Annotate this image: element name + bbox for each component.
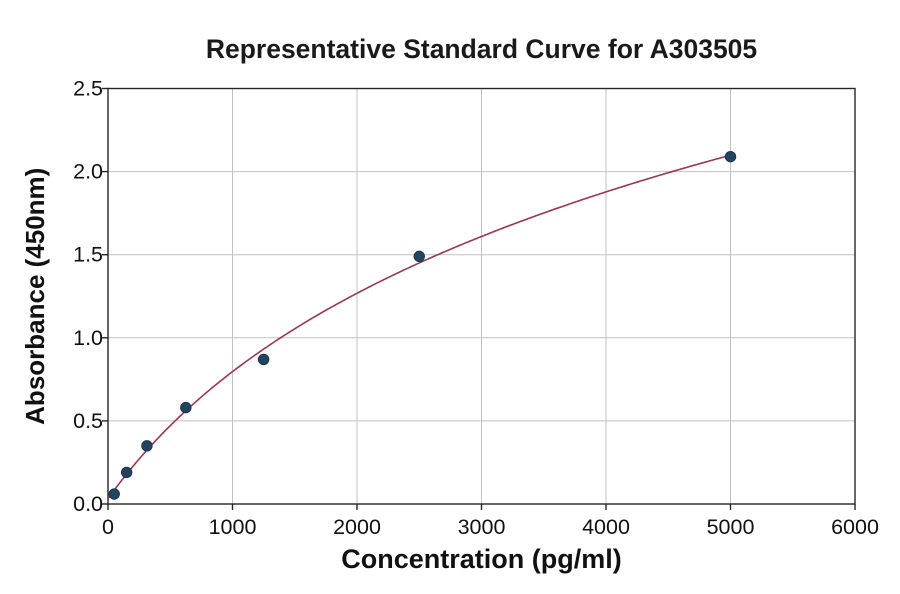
svg-text:1.5: 1.5 (73, 243, 103, 267)
svg-text:5000: 5000 (707, 515, 755, 539)
svg-text:0.5: 0.5 (73, 409, 103, 433)
svg-text:1.0: 1.0 (73, 326, 103, 350)
svg-text:2000: 2000 (333, 515, 381, 539)
svg-text:Absorbance (450nm): Absorbance (450nm) (20, 168, 50, 425)
svg-text:4000: 4000 (582, 515, 630, 539)
svg-text:6000: 6000 (831, 515, 879, 539)
svg-text:2.0: 2.0 (73, 160, 103, 184)
svg-text:0.0: 0.0 (73, 492, 103, 516)
svg-text:0: 0 (102, 515, 114, 539)
svg-text:3000: 3000 (458, 515, 506, 539)
svg-text:1000: 1000 (209, 515, 257, 539)
svg-text:2.5: 2.5 (73, 77, 103, 101)
